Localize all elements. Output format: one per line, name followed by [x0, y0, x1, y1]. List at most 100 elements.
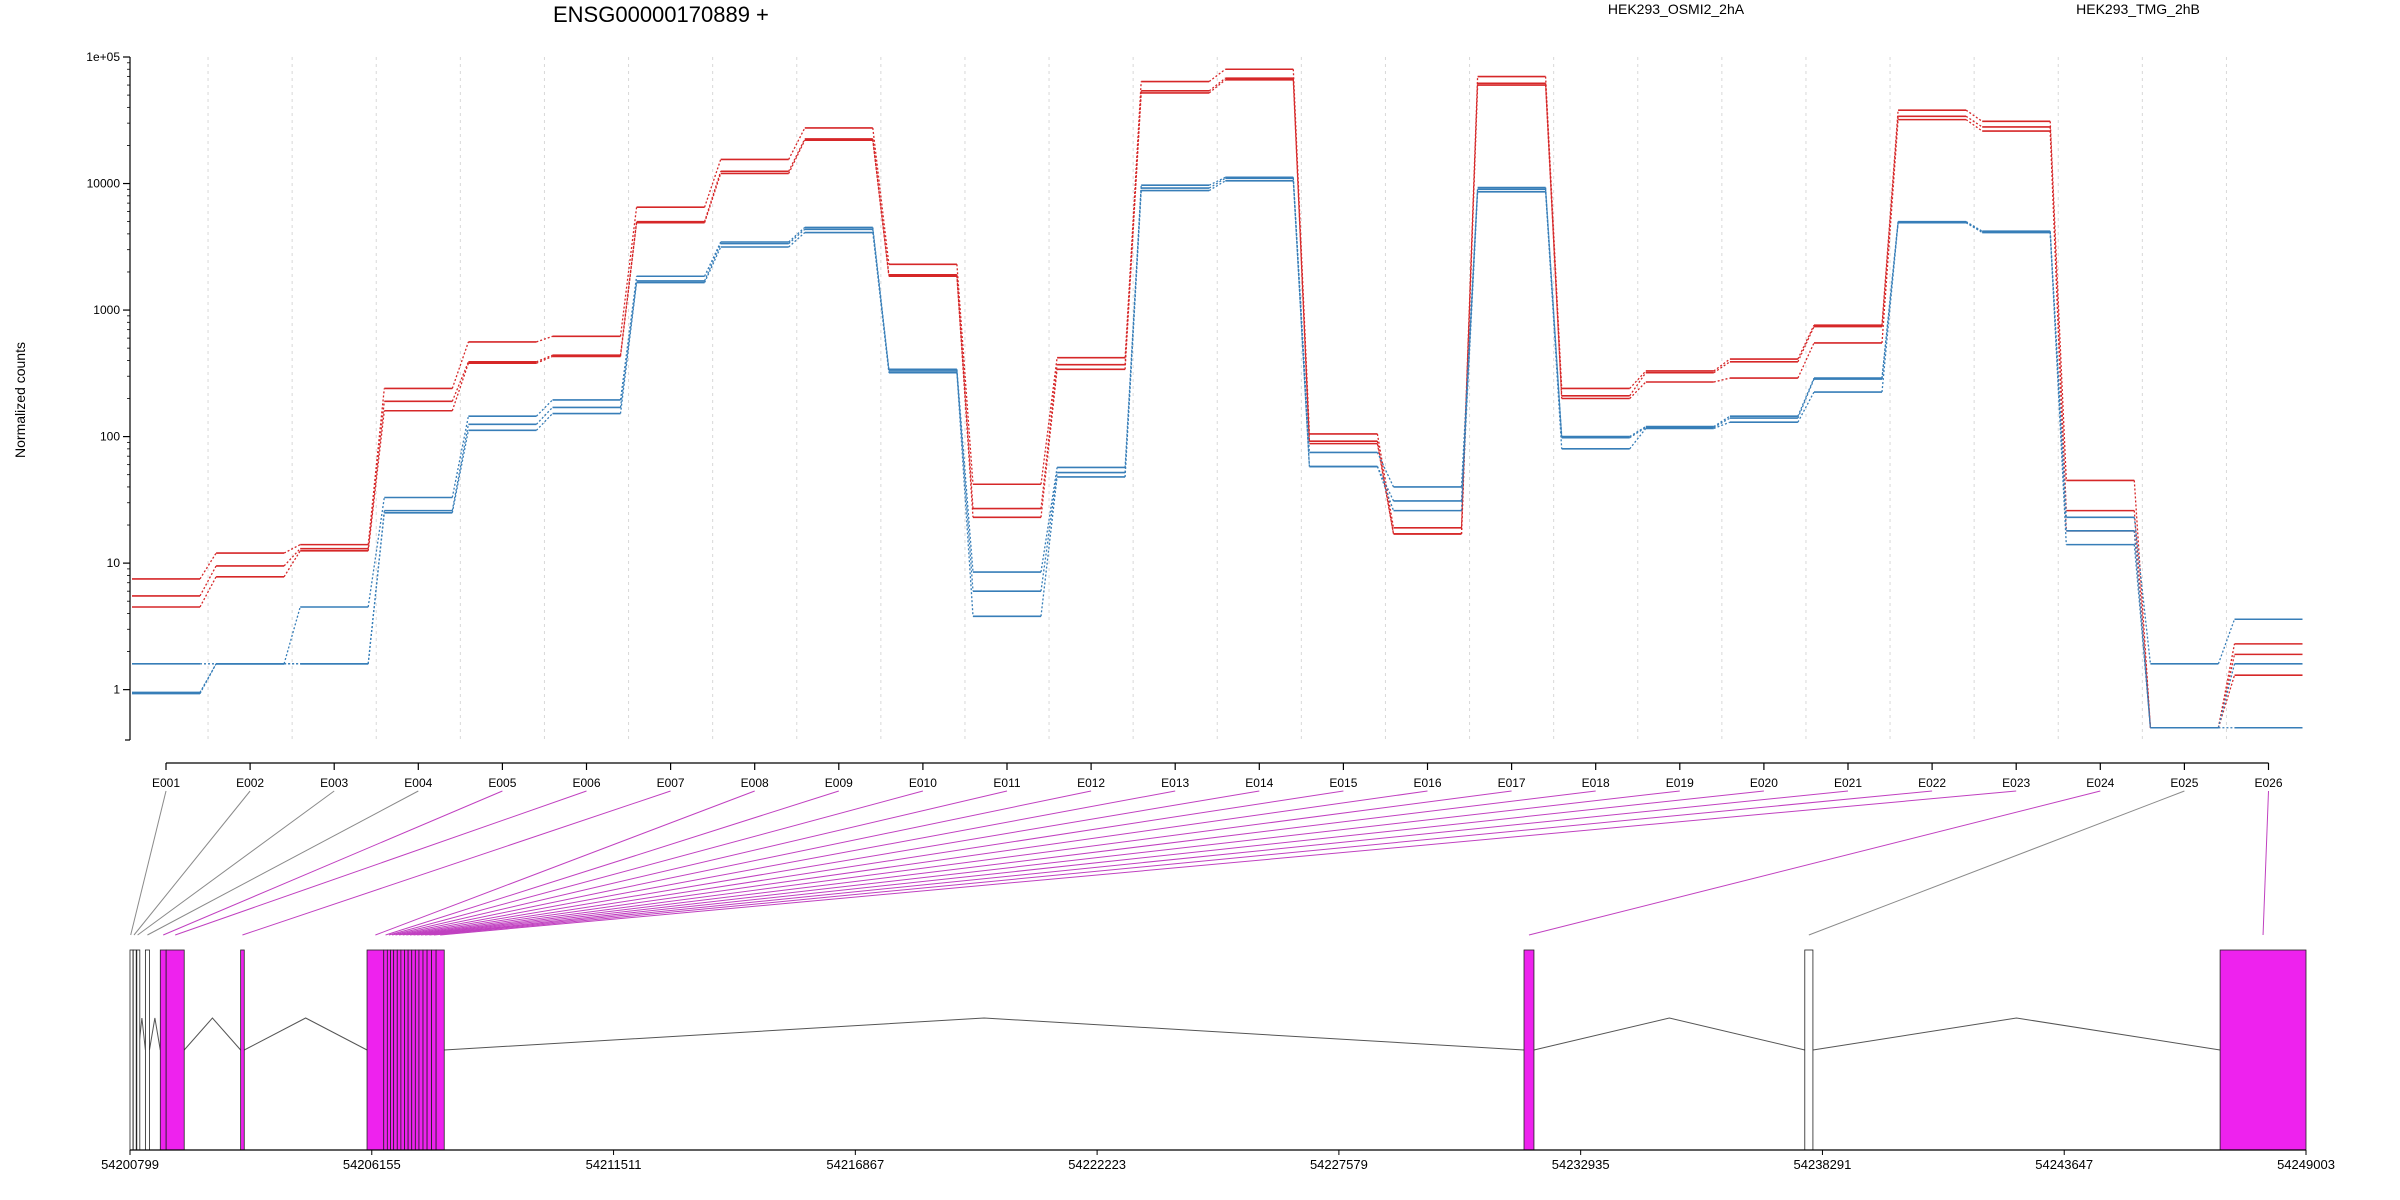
- series-connector: [1208, 68, 1226, 83]
- x-tick-label: E014: [1245, 776, 1273, 790]
- y-axis-label: Normalized counts: [12, 342, 28, 458]
- genomic-tick-label: 54243647: [2035, 1157, 2093, 1172]
- series-connector: [1208, 180, 1226, 192]
- exon-box: [426, 949, 432, 1151]
- series-connector: [1881, 116, 1899, 327]
- series-connector: [367, 401, 385, 549]
- series-connector: [619, 276, 638, 400]
- exon-box: [404, 949, 409, 1151]
- exon-box: [144, 949, 150, 1151]
- x-tick-label: E003: [320, 776, 348, 790]
- exon-box: [159, 949, 167, 1151]
- plot-area: 1e+05 10000 1000 100 10 1 E001 E002 E003 E004 E005…: [86, 50, 2303, 790]
- series-connector: [704, 243, 722, 282]
- series-connector: [1208, 176, 1226, 186]
- series-connector: [1460, 191, 1479, 511]
- genomic-tick-label: 54211511: [586, 1157, 642, 1172]
- exon-link: [406, 790, 1344, 936]
- exon-box: [435, 949, 445, 1151]
- exon-box: [132, 949, 137, 1151]
- genomic-tick-label: 54249003: [2277, 1157, 2335, 1172]
- series-connector: [2133, 480, 2152, 728]
- series-connector: [451, 341, 470, 389]
- series-connector: [1965, 119, 1983, 132]
- exon-link: [433, 790, 1933, 936]
- series-connector: [1040, 467, 1058, 573]
- series-line: [132, 68, 2303, 729]
- exon-link: [391, 790, 1008, 936]
- exon-link: [420, 790, 1680, 936]
- x-tick-label: E019: [1666, 776, 1694, 790]
- series-connector: [1040, 476, 1058, 617]
- series-connector: [956, 372, 974, 617]
- exon-link: [388, 790, 924, 936]
- exon-link: [398, 790, 1176, 936]
- exon-link: [1808, 790, 2185, 936]
- series-connector: [451, 424, 470, 511]
- series-connector: [536, 354, 553, 363]
- y-tick-label: 100: [100, 430, 120, 444]
- series-connector: [283, 550, 301, 578]
- exon-box: [422, 949, 428, 1151]
- genomic-tick-label: 54206155: [343, 1157, 401, 1172]
- series-connector: [1376, 443, 1395, 535]
- genomic-tick-label: 54216867: [826, 1157, 884, 1172]
- exon-link: [409, 790, 1428, 936]
- exon-link: [395, 790, 1092, 936]
- exon-box: [407, 949, 413, 1151]
- series-connector: [2049, 232, 2067, 545]
- series-connector: [1965, 115, 1983, 128]
- exon-box: [165, 949, 185, 1151]
- series-connector: [788, 127, 806, 160]
- x-tick-label: E008: [741, 776, 769, 790]
- series-connector: [199, 552, 217, 580]
- exon-box: [2219, 949, 2307, 1151]
- series-connector: [1713, 377, 1731, 383]
- exon-box: [386, 949, 391, 1151]
- genomic-tick-label: 54232935: [1552, 1157, 1610, 1172]
- series-connector: [1713, 358, 1731, 372]
- series-connector: [956, 264, 974, 485]
- series-connector: [1629, 428, 1647, 450]
- exon-box: [393, 949, 398, 1151]
- exon-link: [133, 790, 251, 936]
- exon-box: [366, 949, 385, 1151]
- exon-box: [1804, 949, 1814, 1151]
- exon-link: [424, 790, 1764, 936]
- series-connector: [1881, 222, 1899, 393]
- intron: [244, 1017, 368, 1051]
- series-connector: [619, 280, 638, 408]
- exon-link: [163, 790, 503, 936]
- intron: [183, 1017, 242, 1051]
- legend-label-tmg: HEK293_TMG_2hB: [2076, 1, 2200, 17]
- series-connector: [704, 246, 722, 283]
- x-tick-label: E012: [1077, 776, 1105, 790]
- series-connector: [956, 370, 974, 592]
- y-tick-label: 10: [107, 556, 121, 570]
- genomic-tick-label: 54238291: [1794, 1157, 1852, 1172]
- series-connector: [451, 361, 470, 402]
- x-tick-label: E023: [2002, 776, 2030, 790]
- y-tick-label: 1000: [93, 303, 120, 317]
- x-tick-label: E013: [1161, 776, 1189, 790]
- exon-link: [402, 790, 1260, 936]
- series-connector: [1629, 426, 1647, 439]
- series-connector: [283, 606, 301, 664]
- exon-box: [240, 949, 245, 1151]
- x-tick-label: E021: [1834, 776, 1862, 790]
- series-connector: [1040, 472, 1058, 592]
- series-connector: [1040, 369, 1058, 518]
- series-connector: [1965, 222, 1983, 234]
- x-tick-label: E017: [1498, 776, 1526, 790]
- exon-box: [414, 949, 420, 1151]
- gene-model: 54200799 54206155 54211511 54216867 54222223…: [101, 949, 2335, 1172]
- y-tick-label: 10000: [87, 177, 121, 191]
- exon-box: [431, 949, 437, 1151]
- series-connector: [1713, 421, 1731, 430]
- chart-title: ENSG00000170889 +: [553, 2, 769, 27]
- series-connector: [1124, 185, 1142, 468]
- genomic-tick-label: 54200799: [101, 1157, 159, 1172]
- series-connector: [1208, 77, 1226, 92]
- series-connector: [788, 228, 806, 245]
